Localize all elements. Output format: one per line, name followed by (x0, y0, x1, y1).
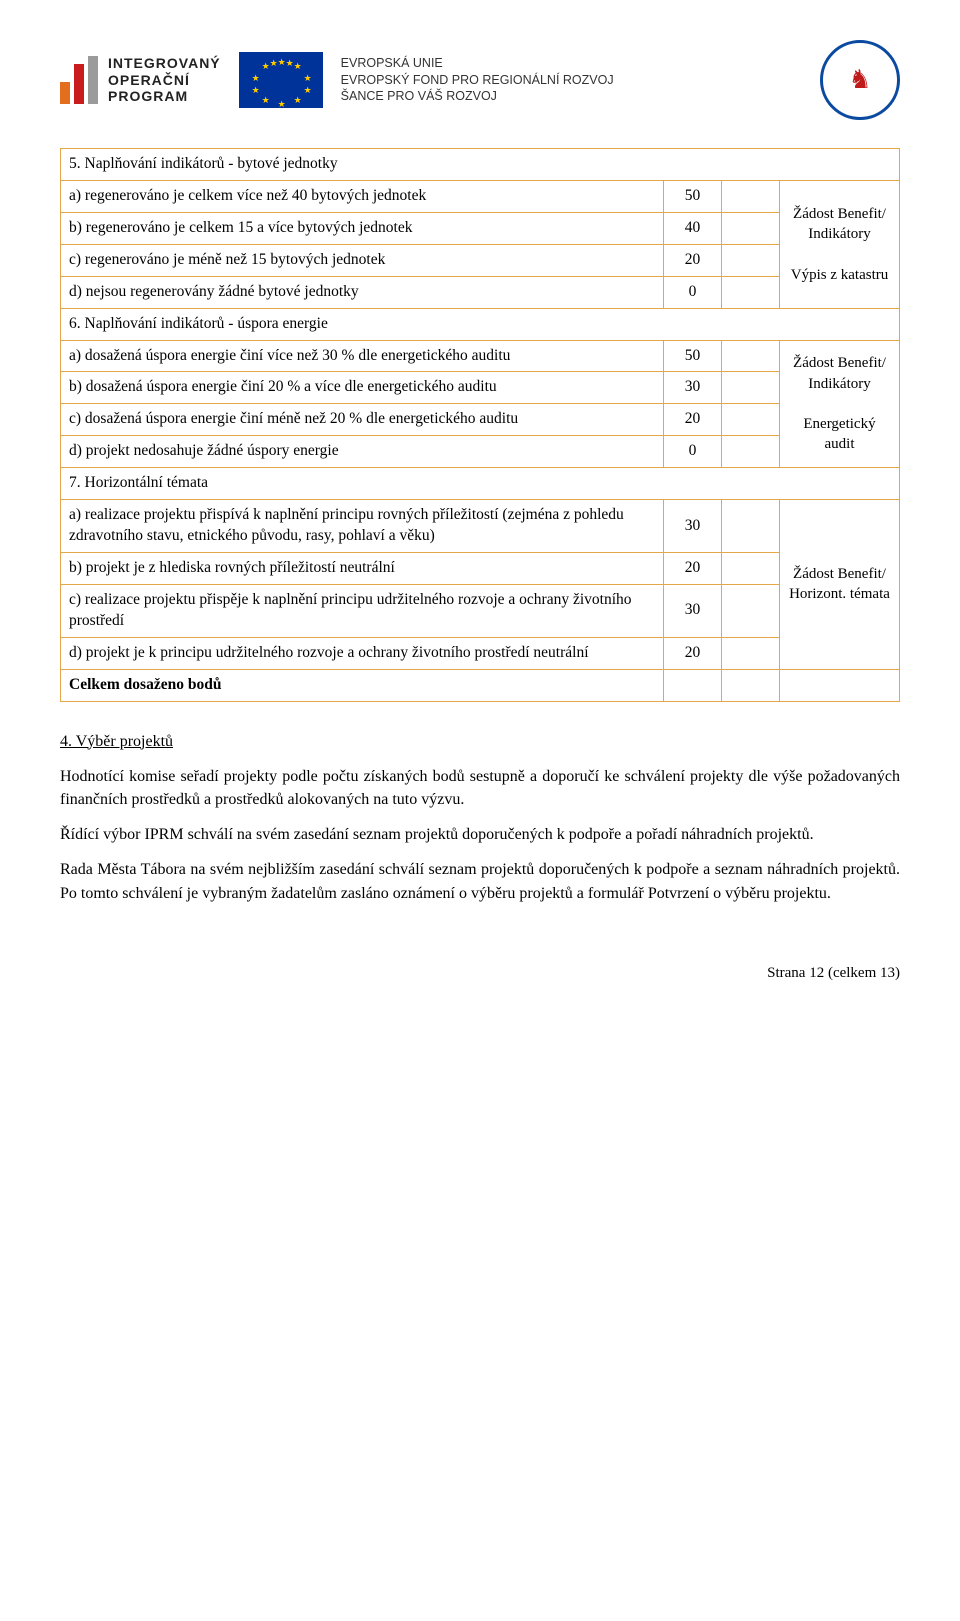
s6-b-score (722, 372, 780, 404)
s6-c-value: 20 (664, 404, 722, 436)
body-p1: Hodnotící komise seřadí projekty podle p… (60, 765, 900, 811)
s5-b-label: b) regenerováno je celkem 15 a více byto… (61, 212, 664, 244)
iop-line3: PROGRAM (108, 88, 221, 105)
s6-a-value: 50 (664, 340, 722, 372)
s6-c-label: c) dosažená úspora energie činí méně než… (61, 404, 664, 436)
page-footer: Strana 12 (celkem 13) (60, 965, 900, 982)
s6-c-score (722, 404, 780, 436)
s7-a-value: 30 (664, 500, 722, 553)
total-side (780, 669, 900, 701)
total-score (722, 669, 780, 701)
total-value (664, 669, 722, 701)
s7-c-value: 30 (664, 584, 722, 637)
iop-line2: OPERAČNÍ (108, 72, 221, 89)
eu-line2: EVROPSKÝ FOND PRO REGIONÁLNÍ ROZVOJ (341, 72, 614, 89)
s5-b-value: 40 (664, 212, 722, 244)
scoring-table: 5. Naplňování indikátorů - bytové jednot… (60, 148, 900, 702)
section-6-title: 6. Naplňování indikátorů - úspora energi… (61, 308, 900, 340)
iop-line1: INTEGROVANÝ (108, 55, 221, 72)
s5-c-label: c) regenerováno je méně než 15 bytových … (61, 244, 664, 276)
s5-b-score (722, 212, 780, 244)
eu-flag-icon: ★ ★ ★ ★ ★ ★ ★ ★ ★ ★ ★ ★ (239, 52, 323, 108)
s7-d-value: 20 (664, 637, 722, 669)
s7-d-score (722, 637, 780, 669)
s7-c-score (722, 584, 780, 637)
s6-d-label: d) projekt nedosahuje žádné úspory energ… (61, 436, 664, 468)
body-p3: Rada Města Tábora na svém nejbližším zas… (60, 858, 900, 904)
s6-b-label: b) dosažená úspora energie činí 20 % a v… (61, 372, 664, 404)
s5-a-label: a) regenerováno je celkem více než 40 by… (61, 180, 664, 212)
s5-side-note: Žádost Benefit/ Indikátory Výpis z katas… (780, 180, 900, 308)
eu-line1: EVROPSKÁ UNIE (341, 55, 614, 72)
body-p2: Řídící výbor IPRM schválí na svém zasedá… (60, 823, 900, 846)
eu-text: EVROPSKÁ UNIE EVROPSKÝ FOND PRO REGIONÁL… (341, 55, 614, 106)
s5-c-score (722, 244, 780, 276)
s7-a-label: a) realizace projektu přispívá k naplněn… (61, 500, 664, 553)
s5-d-label: d) nejsou regenerovány žádné bytové jedn… (61, 276, 664, 308)
s6-d-value: 0 (664, 436, 722, 468)
s5-c-value: 20 (664, 244, 722, 276)
ministry-seal-icon: ♞ (820, 40, 900, 120)
body-text: 4. Výběr projektů Hodnotící komise seřad… (60, 730, 900, 905)
iop-bars-icon (60, 56, 98, 104)
iop-text: INTEGROVANÝ OPERAČNÍ PROGRAM (108, 55, 221, 105)
eu-line3: ŠANCE PRO VÁŠ ROZVOJ (341, 88, 614, 105)
s7-b-score (722, 552, 780, 584)
iop-logo: INTEGROVANÝ OPERAČNÍ PROGRAM (60, 55, 221, 105)
s6-side-note: Žádost Benefit/ Indikátory Energetický a… (780, 340, 900, 468)
s5-d-value: 0 (664, 276, 722, 308)
s6-a-label: a) dosažená úspora energie činí více než… (61, 340, 664, 372)
header-strip: INTEGROVANÝ OPERAČNÍ PROGRAM ★ ★ ★ ★ ★ ★… (60, 40, 900, 120)
s6-b-value: 30 (664, 372, 722, 404)
s7-side-note: Žádost Benefit/ Horizont. témata (780, 500, 900, 670)
s7-c-label: c) realizace projektu přispěje k naplněn… (61, 584, 664, 637)
s7-b-value: 20 (664, 552, 722, 584)
s7-b-label: b) projekt je z hlediska rovných příleži… (61, 552, 664, 584)
s5-a-score (722, 180, 780, 212)
s5-a-value: 50 (664, 180, 722, 212)
s5-d-score (722, 276, 780, 308)
s6-d-score (722, 436, 780, 468)
s7-d-label: d) projekt je k principu udržitelného ro… (61, 637, 664, 669)
section-7-title: 7. Horizontální témata (61, 468, 900, 500)
s7-a-score (722, 500, 780, 553)
s6-a-score (722, 340, 780, 372)
total-label: Celkem dosaženo bodů (61, 669, 664, 701)
section-5-title: 5. Naplňování indikátorů - bytové jednot… (61, 149, 900, 181)
section-4-heading: 4. Výběr projektů (60, 733, 173, 750)
